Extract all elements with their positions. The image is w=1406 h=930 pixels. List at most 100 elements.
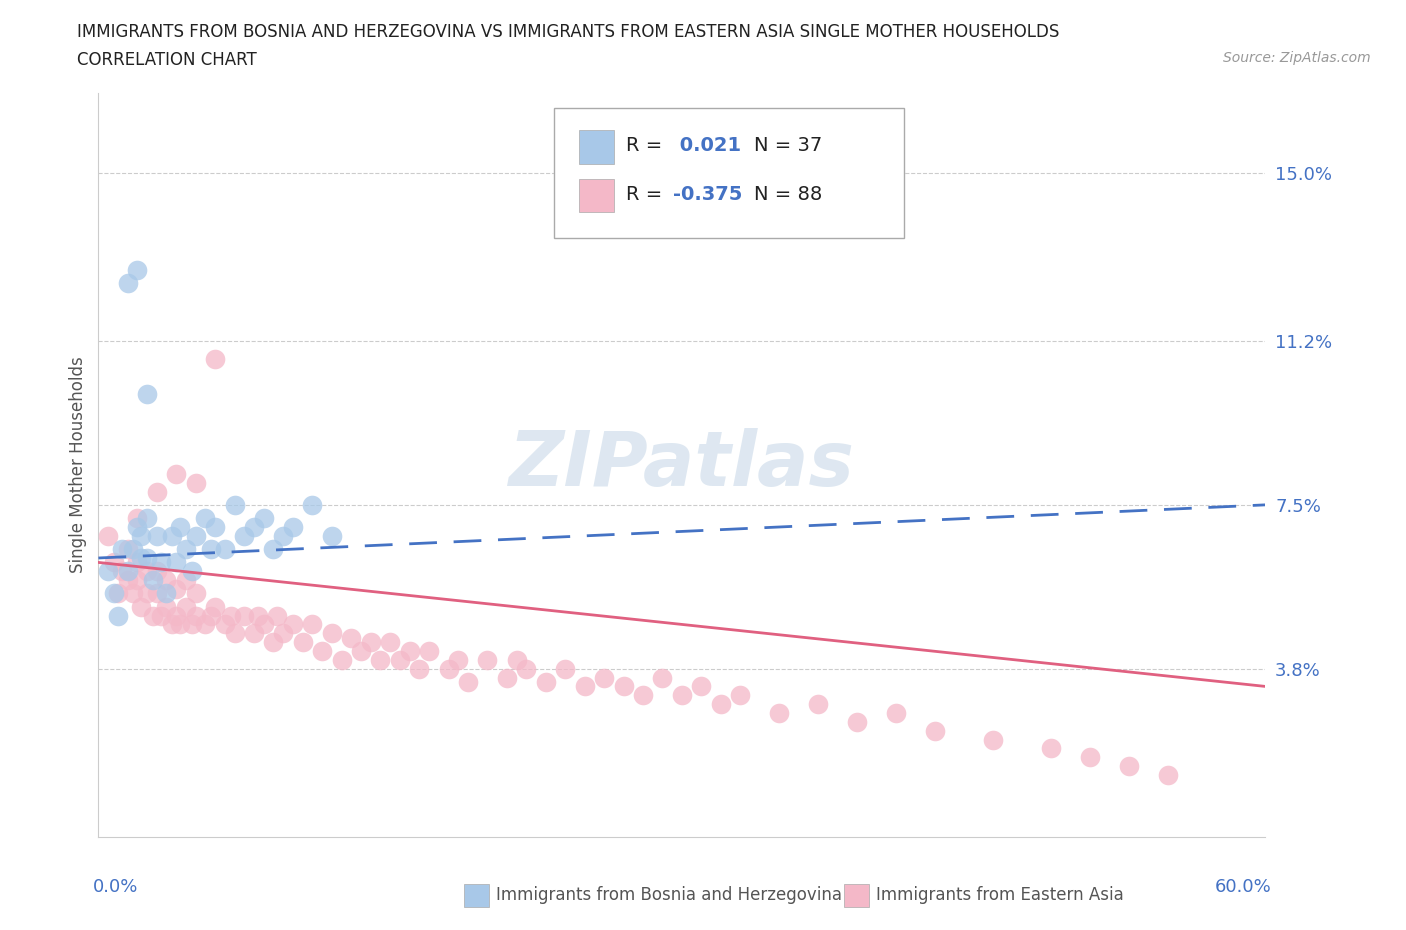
Point: [165, 608, 187, 623]
Point: [243, 520, 266, 535]
Point: [155, 586, 177, 601]
Bar: [579, 130, 614, 164]
Point: [204, 599, 226, 614]
Point: [155, 573, 177, 588]
Point: [149, 555, 172, 570]
Text: N = 88: N = 88: [754, 185, 823, 205]
Point: [146, 528, 169, 543]
Point: [169, 520, 191, 535]
Text: R =: R =: [626, 185, 668, 205]
Point: [162, 528, 184, 543]
Point: [146, 586, 169, 601]
Point: [981, 732, 1004, 747]
Point: [146, 485, 169, 499]
Point: [184, 586, 207, 601]
Point: [233, 608, 256, 623]
Point: [136, 387, 159, 402]
Point: [97, 528, 120, 543]
Point: [846, 714, 869, 729]
Point: [457, 674, 479, 689]
Text: R =: R =: [626, 136, 668, 154]
Point: [593, 671, 616, 685]
Text: Immigrants from Eastern Asia: Immigrants from Eastern Asia: [876, 885, 1123, 904]
Text: 60.0%: 60.0%: [1215, 878, 1271, 896]
Point: [127, 555, 149, 570]
Point: [370, 653, 392, 668]
Point: [107, 608, 129, 623]
Point: [253, 617, 276, 631]
Point: [408, 661, 430, 676]
Point: [224, 626, 246, 641]
Point: [155, 599, 177, 614]
Point: [447, 653, 470, 668]
FancyBboxPatch shape: [554, 108, 904, 238]
Point: [271, 626, 294, 641]
Point: [301, 498, 323, 512]
Point: [281, 520, 304, 535]
Point: [219, 608, 242, 623]
Point: [111, 564, 134, 578]
Point: [122, 586, 145, 601]
Point: [97, 564, 120, 578]
Point: [233, 528, 256, 543]
Point: [246, 608, 269, 623]
Point: [266, 608, 288, 623]
Point: [477, 653, 499, 668]
Point: [281, 617, 304, 631]
Text: N = 37: N = 37: [754, 136, 823, 154]
Point: [117, 564, 139, 578]
Bar: [579, 179, 614, 212]
Point: [122, 541, 145, 556]
Point: [142, 573, 165, 588]
Point: [103, 555, 125, 570]
Point: [651, 671, 673, 685]
Point: [360, 634, 382, 649]
Point: [194, 617, 217, 631]
Point: [884, 706, 907, 721]
Point: [184, 475, 207, 490]
Point: [768, 706, 790, 721]
Point: [613, 679, 636, 694]
Point: [574, 679, 596, 694]
Point: [437, 661, 460, 676]
Point: [162, 617, 184, 631]
Point: [184, 608, 207, 623]
Point: [129, 551, 152, 565]
Point: [505, 653, 527, 668]
Point: [107, 586, 129, 601]
Text: Source: ZipAtlas.com: Source: ZipAtlas.com: [1223, 51, 1371, 65]
Point: [515, 661, 537, 676]
Point: [924, 724, 946, 738]
Point: [127, 511, 149, 525]
Point: [350, 644, 373, 658]
Point: [165, 555, 187, 570]
Point: [103, 586, 125, 601]
Point: [690, 679, 713, 694]
Point: [127, 262, 149, 277]
Point: [671, 688, 693, 703]
Text: CORRELATION CHART: CORRELATION CHART: [77, 51, 257, 69]
Point: [224, 498, 246, 512]
Point: [398, 644, 420, 658]
Point: [214, 617, 236, 631]
Point: [200, 608, 222, 623]
Point: [204, 520, 226, 535]
Text: Immigrants from Bosnia and Herzegovina: Immigrants from Bosnia and Herzegovina: [496, 885, 842, 904]
Point: [253, 511, 276, 525]
Point: [142, 608, 165, 623]
Point: [117, 573, 139, 588]
Point: [807, 697, 830, 711]
Text: -0.375: -0.375: [672, 185, 742, 205]
Text: 0.0%: 0.0%: [93, 878, 138, 896]
Point: [214, 541, 236, 556]
Point: [631, 688, 654, 703]
Text: ZIPatlas: ZIPatlas: [509, 428, 855, 502]
Point: [165, 581, 187, 596]
Point: [127, 573, 149, 588]
Point: [496, 671, 519, 685]
Point: [291, 634, 314, 649]
Text: IMMIGRANTS FROM BOSNIA AND HERZEGOVINA VS IMMIGRANTS FROM EASTERN ASIA SINGLE MO: IMMIGRANTS FROM BOSNIA AND HERZEGOVINA V…: [77, 23, 1060, 41]
Point: [136, 564, 159, 578]
Point: [129, 528, 152, 543]
Point: [136, 511, 159, 525]
